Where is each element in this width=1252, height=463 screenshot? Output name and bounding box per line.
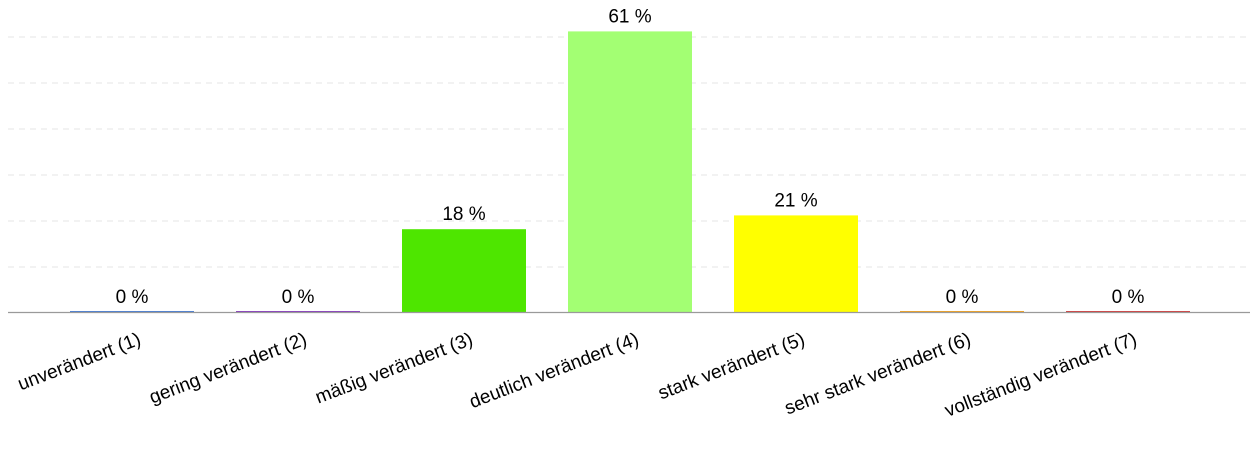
- category-label: unverändert (1): [15, 329, 144, 395]
- category-label: deutlich verändert (4): [467, 329, 642, 413]
- bar: [1066, 311, 1190, 313]
- value-labels: 0 % 0 % 18 % 61 % 21 % 0 % 0 %: [116, 6, 1145, 308]
- value-label: 21 %: [774, 190, 817, 211]
- value-label: 18 %: [442, 204, 485, 225]
- bars: [70, 31, 1190, 313]
- category-label: stark verändert (5): [655, 329, 807, 404]
- category-label: vollständig verändert (7): [942, 329, 1140, 422]
- category-label: mäßig verändert (3): [313, 329, 476, 408]
- bar: [734, 215, 858, 312]
- value-label: 61 %: [608, 6, 651, 27]
- bar: [236, 311, 360, 313]
- value-label: 0 %: [116, 287, 149, 308]
- bar: [70, 311, 194, 313]
- value-label: 0 %: [1112, 287, 1145, 308]
- value-label: 0 %: [282, 287, 315, 308]
- category-label: gering verändert (2): [146, 329, 309, 408]
- value-label: 0 %: [946, 287, 979, 308]
- category-labels: unverändert (1) gering verändert (2) mäßig…: [15, 329, 1140, 422]
- bar: [568, 31, 692, 313]
- bar: [402, 229, 526, 312]
- bar: [900, 311, 1024, 313]
